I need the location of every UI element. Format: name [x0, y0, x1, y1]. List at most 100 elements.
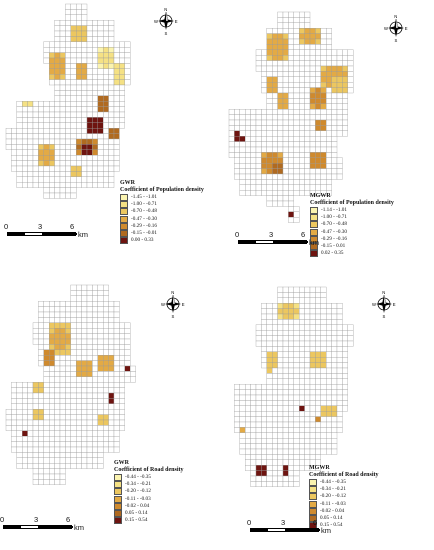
- grid-cell: [108, 338, 115, 345]
- grid-cell: [108, 111, 115, 118]
- legend-item: -0.02 - 0.04: [309, 508, 379, 515]
- grid-cell: [32, 117, 39, 123]
- grid-cell: [293, 109, 300, 115]
- grid-cell: [299, 55, 305, 61]
- legend-label: -0.70 - -0.48: [321, 221, 347, 228]
- grid-cell: [245, 405, 251, 412]
- grid-cell: [315, 405, 321, 412]
- grid-cell: [16, 414, 23, 421]
- grid-cell: [245, 394, 251, 401]
- grid-cell: [245, 465, 251, 471]
- grid-cell: [245, 114, 251, 121]
- grid-cell: [65, 52, 71, 59]
- grid-cell: [315, 351, 321, 358]
- grid-cell: [38, 165, 44, 172]
- grid-cell: [309, 152, 316, 158]
- grid-cell: [304, 389, 311, 396]
- grid-cell: [49, 392, 55, 399]
- grid-cell: [22, 144, 28, 150]
- grid-cell: [113, 328, 120, 334]
- grid-cell: [97, 409, 104, 415]
- grid-cell: [239, 141, 246, 148]
- grid-cell: [250, 427, 257, 433]
- grid-cell: [282, 65, 289, 72]
- grid-cell: [255, 157, 262, 164]
- grid-cell: [86, 171, 93, 177]
- grid-cell: [304, 432, 311, 439]
- grid-cell: [261, 146, 267, 153]
- grid-cell: [119, 371, 125, 377]
- grid-cell: [309, 346, 316, 352]
- grid-cell: [239, 179, 246, 185]
- grid-cell: [97, 144, 104, 150]
- grid-cell: [97, 349, 104, 356]
- grid-cell: [43, 441, 50, 448]
- grid-cell: [103, 90, 109, 96]
- grid-cell: [293, 384, 300, 390]
- grid-cell: [81, 446, 88, 453]
- grid-cell: [97, 430, 104, 437]
- grid-cell: [113, 165, 120, 172]
- grid-cell: [309, 367, 316, 374]
- grid-cell: [277, 340, 284, 347]
- grid-cell: [70, 322, 77, 329]
- grid-cell: [304, 346, 311, 352]
- grid-cell: [59, 117, 66, 123]
- grid-cell: [320, 405, 327, 412]
- grid-cell: [92, 430, 98, 437]
- grid-cell: [38, 468, 44, 475]
- grid-cell: [309, 416, 316, 423]
- grid-cell: [288, 38, 294, 45]
- grid-cell: [320, 400, 327, 406]
- grid-cell: [320, 319, 327, 325]
- grid-cell: [59, 344, 66, 350]
- grid-cell: [336, 313, 343, 320]
- grid-cell: [38, 463, 44, 469]
- grid-cell: [272, 92, 278, 99]
- grid-cell: [49, 338, 55, 345]
- scale-segment: [256, 241, 273, 243]
- grid-cell: [27, 122, 34, 129]
- grid-cell: [49, 41, 55, 48]
- grid-cell: [245, 438, 251, 444]
- grid-cell: [245, 190, 251, 196]
- grid-cell: [49, 74, 55, 80]
- grid-cell: [331, 65, 338, 72]
- grid-cell: [326, 384, 332, 390]
- grid-cell: [32, 128, 39, 134]
- grid-cell: [16, 149, 23, 156]
- grid-cell: [27, 128, 34, 134]
- grid-cell: [272, 195, 278, 202]
- grid-cell: [65, 333, 71, 340]
- grid-cell: [81, 182, 88, 188]
- scale-unit: km: [321, 526, 331, 535]
- grid-cell: [255, 394, 262, 401]
- grid-cell: [49, 144, 55, 150]
- grid-cell: [277, 119, 284, 126]
- grid-cell: [293, 438, 300, 444]
- grid-cell: [81, 171, 88, 177]
- grid-cell: [11, 144, 17, 150]
- grid-cell: [309, 340, 316, 347]
- grid-cell: [124, 355, 131, 361]
- grid-cell: [293, 470, 300, 477]
- grid-cell: [272, 432, 278, 439]
- grid-cell: [336, 319, 343, 325]
- grid-cell: [119, 387, 125, 394]
- grid-cell: [54, 355, 61, 361]
- grid-cell: [113, 419, 120, 426]
- grid-cell: [288, 481, 294, 487]
- grid-cell: [43, 473, 50, 480]
- grid-cell: [299, 411, 305, 417]
- grid-cell: [277, 157, 284, 164]
- grid-cell: [309, 33, 316, 40]
- grid-cell: [266, 400, 273, 406]
- grid-cell: [272, 346, 278, 352]
- grid-cell: [92, 295, 98, 302]
- grid-cell: [331, 432, 338, 439]
- grid-cell: [234, 400, 240, 406]
- grid-cell: [336, 373, 343, 379]
- grid-cell: [320, 71, 327, 77]
- grid-cell: [336, 411, 343, 417]
- grid-cell: [266, 125, 273, 131]
